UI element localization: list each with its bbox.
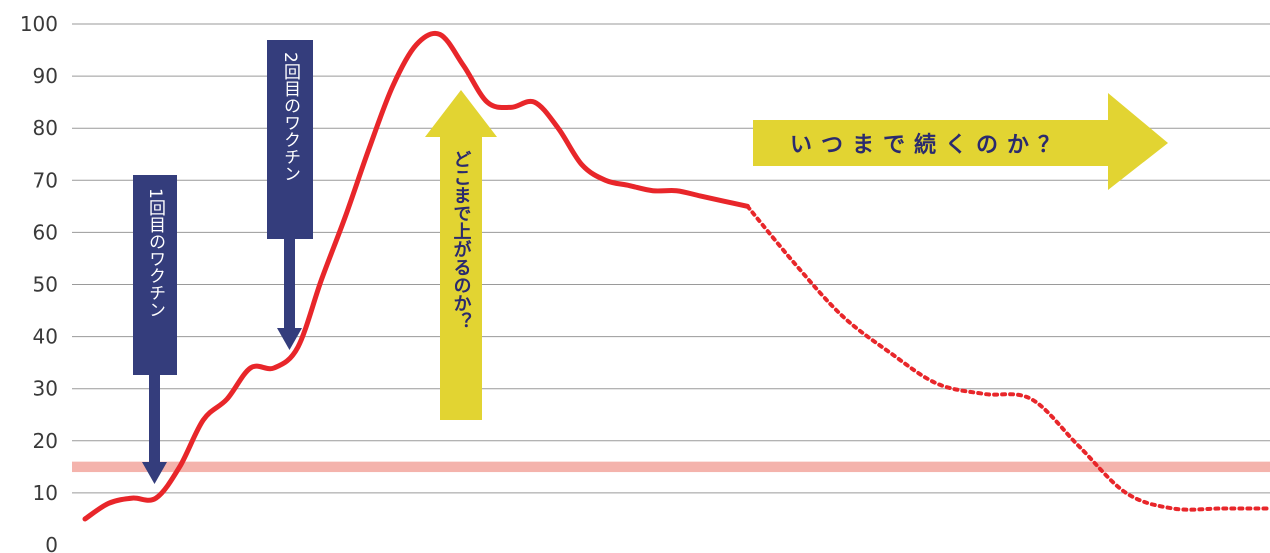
first-dose-annotation: 1回目のワクチン: [133, 175, 177, 484]
first-dose-arrow-head: [142, 462, 167, 484]
second-dose-arrow-shaft: [284, 239, 295, 329]
y-tick-label: 10: [33, 481, 58, 505]
first-dose-label: 1回目のワクチン: [145, 188, 165, 318]
y-tick-label: 50: [33, 273, 58, 297]
threshold-band: [72, 461, 1270, 473]
first-dose-label-box: [133, 175, 177, 375]
how-long-label: いつまで続くのか？: [790, 132, 1069, 158]
how-long-annotation: いつまで続くのか？: [753, 93, 1168, 190]
how-long-arrow: [753, 93, 1168, 190]
second-dose-label: 2回目のワクチン: [280, 52, 300, 182]
projected-series-line: [745, 204, 1270, 512]
second-dose-arrow-head: [277, 328, 302, 350]
y-tick-label: 80: [33, 116, 58, 140]
second-dose-label-box: [267, 40, 313, 239]
series-lines: [82, 30, 1270, 522]
first-dose-arrow-shaft: [149, 375, 160, 463]
y-axis-ticks: 0 10 20 30 40 50 60 70 80 90 100: [20, 12, 58, 553]
gridlines: [72, 23, 1270, 494]
how-high-annotation: どこまで上がるのか？: [425, 90, 497, 420]
how-high-arrow: [425, 90, 497, 420]
how-high-label: どこまで上がるのか？: [451, 150, 472, 330]
y-tick-label: 30: [33, 377, 58, 401]
y-tick-label: 100: [20, 12, 58, 36]
second-dose-annotation: 2回目のワクチン: [267, 40, 313, 350]
y-tick-label: 70: [33, 168, 58, 192]
y-tick-label: 60: [33, 220, 58, 244]
y-tick-label: 20: [33, 429, 58, 453]
observed-series-line: [82, 30, 750, 522]
y-tick-label: 90: [33, 64, 58, 88]
y-tick-label: 0: [45, 533, 58, 553]
y-tick-label: 40: [33, 325, 58, 349]
